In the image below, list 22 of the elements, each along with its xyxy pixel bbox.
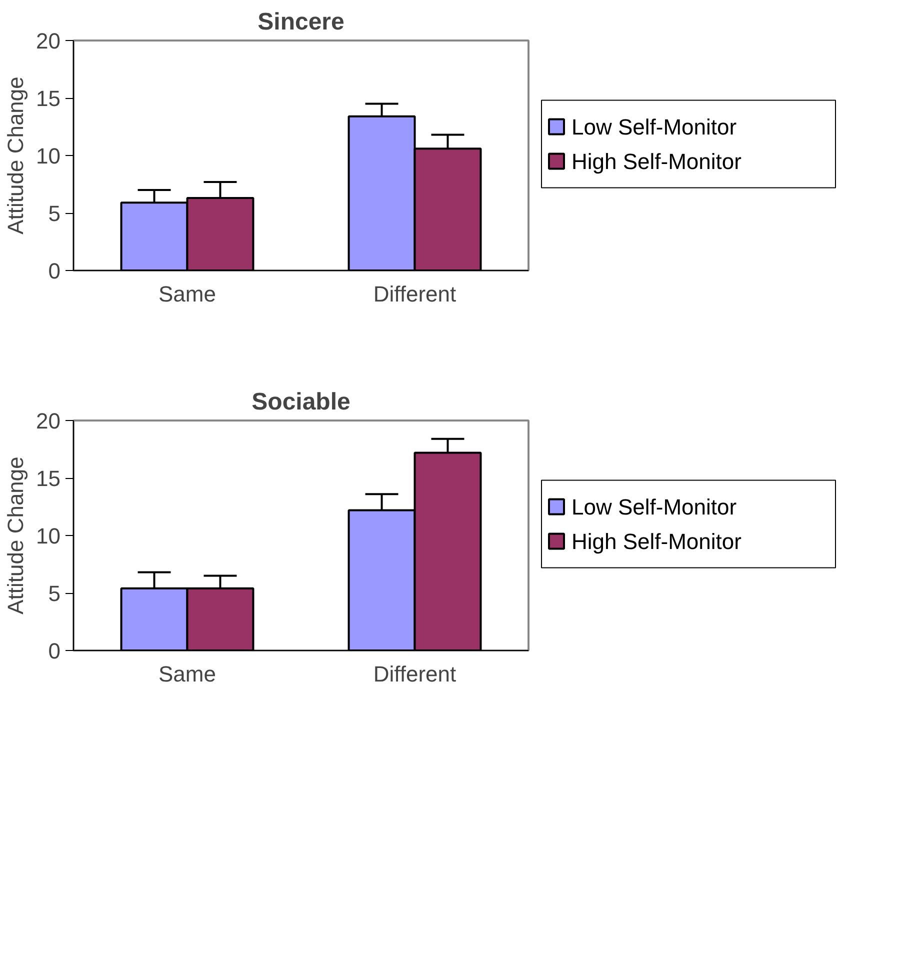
y-tick-label: 20	[36, 408, 61, 434]
x-tick-label: Same	[158, 662, 216, 686]
y-tick-label: 20	[36, 28, 61, 54]
x-tick-label: Different	[373, 662, 456, 686]
y-tick-label: 5	[48, 201, 61, 226]
y-tick-label: 15	[36, 466, 61, 491]
legend-label: Low Self-Monitor	[572, 114, 737, 140]
x-tick-label: Different	[373, 282, 456, 306]
y-tick-label: 10	[36, 524, 61, 548]
legend-label: High Self-Monitor	[572, 528, 742, 554]
y-tick-label: 10	[36, 144, 61, 168]
legend-label: High Self-Monitor	[572, 148, 742, 174]
chart-title: Sincere	[258, 8, 344, 36]
y-tick-label: 5	[48, 581, 61, 606]
legend-label: Low Self-Monitor	[572, 494, 737, 520]
y-tick-label: 0	[48, 258, 61, 284]
y-axis-title: Attitude Change	[3, 76, 28, 234]
y-axis-title: Attitude Change	[3, 456, 28, 614]
y-tick-label: 15	[36, 86, 61, 111]
x-tick-label: Same	[158, 282, 216, 306]
chart-title: Sociable	[252, 388, 350, 416]
y-tick-label: 0	[48, 638, 61, 664]
